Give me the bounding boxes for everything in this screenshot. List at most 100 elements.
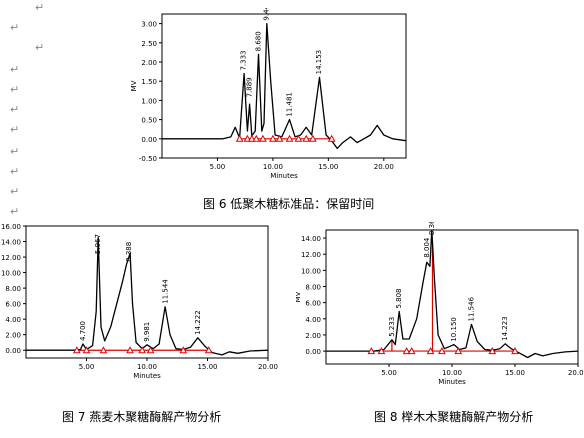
peak-label: 9.981: [143, 322, 151, 342]
y-axis-label: MV: [0, 286, 2, 297]
peak-label: 14.222: [194, 310, 202, 335]
integration-marker: [82, 346, 91, 354]
x-axis-label: Minutes: [438, 378, 466, 386]
paragraph-mark: ↵: [10, 83, 20, 96]
peak-label: 11.481: [285, 92, 293, 117]
y-tick-label: 16.00: [1, 223, 21, 231]
x-tick-label: 15.00: [197, 363, 217, 371]
paragraph-mark: ↵: [10, 63, 20, 76]
integration-marker: [454, 347, 463, 355]
chromatogram-fig6: -0.50 0.00 0.50 1.00 1.50 2.00 2.50 3.00 5.00 10.…: [130, 8, 407, 178]
integration-marker: [138, 346, 147, 354]
integration-marker: [438, 347, 446, 355]
peak-label: 7.889: [246, 77, 254, 97]
y-tick-label: 2.00: [5, 332, 21, 340]
x-tick-label: 20.00: [258, 363, 278, 371]
peak-label: 8.680: [254, 31, 262, 51]
x-axis-label: Minutes: [133, 372, 161, 380]
peak-label: 9.444: [263, 8, 271, 21]
plot-frame: [325, 229, 579, 365]
peak-label: 11.544: [162, 279, 170, 304]
x-tick-label: 10.00: [137, 363, 157, 371]
integration-marker: [308, 134, 317, 142]
peak-label: 14.223: [501, 316, 509, 341]
y-tick-label: 4.00: [305, 316, 321, 324]
paragraph-mark: ↵: [10, 145, 20, 158]
integration-marker: [252, 134, 261, 142]
y-tick-label: 6.00: [305, 300, 321, 308]
peak-label: 8.369: [428, 222, 436, 235]
peak-label: 14.153: [315, 50, 323, 75]
y-tick-label: 1.50: [141, 78, 157, 86]
integration-marker: [426, 347, 435, 355]
y-tick-label: -0.50: [139, 155, 157, 163]
integration-marker: [126, 346, 134, 354]
y-tick-label: 0.00: [305, 348, 321, 356]
chromatogram-trace: [326, 229, 579, 359]
x-tick-label: 10.00: [263, 163, 283, 171]
integration-marker: [72, 346, 81, 354]
integration-marker: [407, 347, 416, 355]
y-tick-label: 2.00: [305, 332, 321, 340]
x-tick-label: 5.00: [210, 163, 226, 171]
peak-label: 5.233: [388, 317, 396, 337]
integration-marker: [367, 347, 376, 355]
integration-marker: [146, 346, 155, 354]
peak-label: 5.808: [395, 288, 403, 308]
paragraph-mark: ↵: [10, 185, 20, 198]
paragraph-mark: ↵: [35, 41, 45, 54]
paragraph-mark: ↵: [35, 1, 45, 14]
integration-marker: [247, 134, 256, 142]
y-tick-label: 14.00: [1, 239, 21, 247]
integration-marker: [511, 347, 519, 355]
paragraph-mark: ↵: [10, 21, 20, 34]
paragraph-mark: ↵: [10, 103, 20, 116]
peak-label: 8.004: [423, 237, 431, 258]
integration-marker: [269, 134, 277, 142]
y-tick-label: 3.00: [141, 21, 157, 29]
y-tick-label: 0.50: [141, 117, 157, 125]
y-axis-label: MV: [296, 291, 302, 302]
integration-marker: [488, 347, 497, 355]
x-axis-label: Minutes: [270, 172, 298, 178]
peak-label: 11.546: [467, 296, 475, 321]
y-tick-label: 2.50: [141, 40, 157, 48]
x-tick-label: 15.00: [318, 163, 338, 171]
peak-label: 7.333: [239, 50, 247, 70]
chromatogram-fig8: 0.00 2.00 4.00 6.00 8.00 10.00 12.00 14.00 5.00 1…: [296, 222, 584, 386]
x-tick-label: 5.00: [79, 363, 95, 371]
y-axis-label: MV: [130, 80, 138, 91]
integration-marker: [377, 347, 386, 355]
integration-marker: [285, 134, 294, 142]
integration-marker: [302, 134, 311, 142]
y-tick-label: 12.00: [301, 251, 321, 259]
peak-label: 4.700: [79, 321, 87, 341]
integration-marker: [204, 346, 213, 354]
paragraph-mark: ↵: [10, 205, 20, 218]
integration-marker: [402, 347, 411, 355]
paragraph-mark: ↵: [10, 165, 20, 178]
integration-marker: [259, 134, 267, 142]
y-tick-label: 6.00: [5, 301, 21, 309]
integration-marker: [294, 134, 303, 142]
y-tick-label: 0.00: [5, 347, 21, 355]
caption-fig6: 图 6 低聚木糖标准品：保留时间: [203, 197, 375, 211]
integration-marker: [275, 134, 284, 142]
peak-label: 8.388: [125, 242, 133, 262]
x-tick-label: 5.00: [381, 369, 397, 377]
x-tick-label: 15.00: [505, 369, 525, 377]
y-tick-label: 12.00: [1, 254, 21, 262]
x-tick-label: 20.00: [568, 369, 584, 377]
integration-marker: [99, 346, 108, 354]
paragraph-mark: ↵: [10, 123, 20, 136]
integration-marker: [327, 134, 336, 142]
integration-marker: [179, 346, 188, 354]
x-tick-label: 20.00: [374, 163, 394, 171]
y-tick-label: 8.00: [305, 284, 321, 292]
y-tick-label: 0.00: [141, 136, 157, 144]
caption-fig7: 图 7 燕麦木聚糖酶解产物分析: [62, 410, 222, 424]
y-tick-label: 1.00: [141, 97, 157, 105]
y-tick-label: 10.00: [301, 267, 321, 275]
caption-fig8: 图 8 榉木木聚糖酶解产物分析: [374, 410, 534, 424]
integration-marker: [235, 134, 244, 142]
